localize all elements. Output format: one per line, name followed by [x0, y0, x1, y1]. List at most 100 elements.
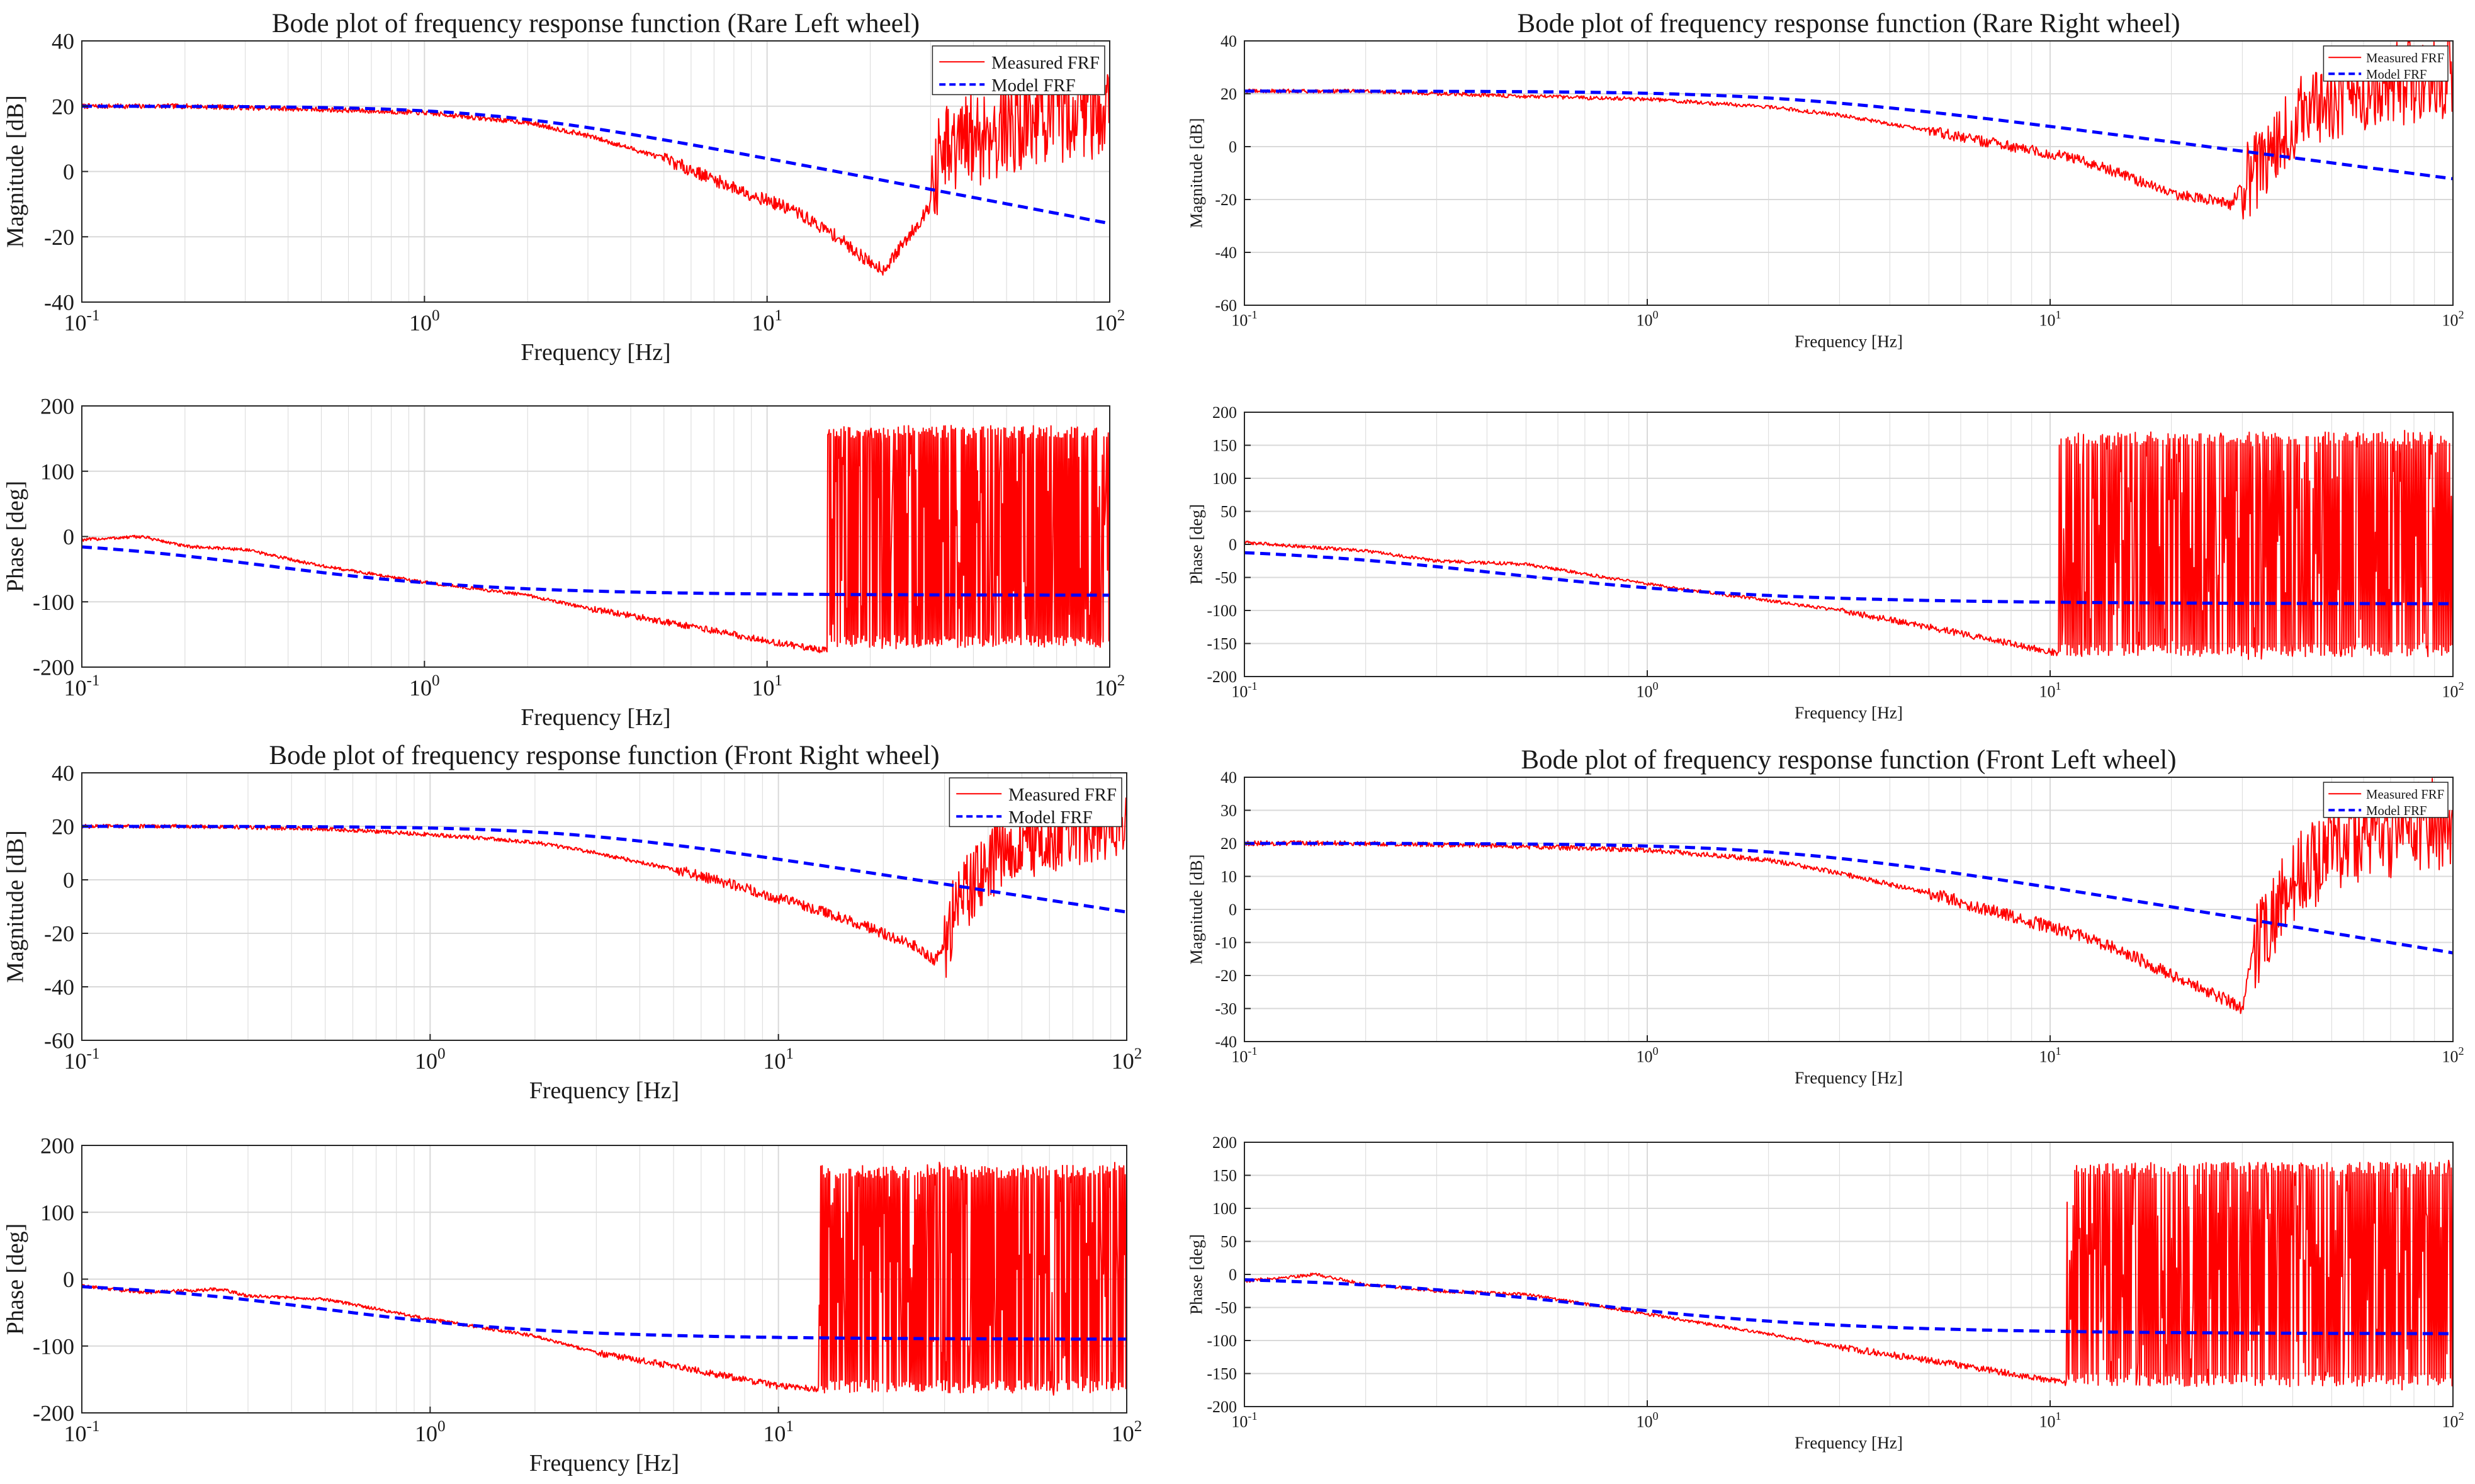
x-tick-label: 101	[2039, 680, 2061, 701]
x-tick-base: 10	[1231, 1413, 1248, 1431]
legend-entry: Measured FRF	[1008, 785, 1117, 805]
y-tick-label: 20	[52, 94, 74, 119]
x-tick-label: 10-1	[64, 1418, 100, 1446]
y-tick-label: -20	[44, 225, 74, 250]
chart-title: Bode plot of frequency response function…	[269, 741, 939, 770]
x-tick-exponent: 0	[1652, 1045, 1658, 1057]
y-tick-label: 20	[52, 814, 74, 840]
x-tick-label: 102	[1095, 672, 1125, 700]
series-group	[1244, 1159, 2453, 1391]
x-tick-base: 10	[2039, 683, 2055, 701]
measured-frf-line	[82, 425, 1110, 654]
series-group	[82, 425, 1110, 654]
x-tick-base: 10	[409, 675, 432, 700]
x-tick-exponent: 0	[432, 672, 440, 689]
y-tick-label: 20	[1221, 835, 1237, 853]
series-group	[82, 1161, 1127, 1396]
series-group	[1244, 778, 2453, 1015]
y-tick-label: 100	[1212, 469, 1237, 488]
x-tick-label: 100	[415, 1045, 446, 1074]
x-tick-label: 100	[1636, 1045, 1658, 1066]
y-tick-label: 40	[52, 761, 74, 786]
y-tick-label: 0	[63, 159, 74, 184]
x-tick-label: 102	[2442, 1045, 2464, 1066]
x-tick-exponent: 2	[1134, 1045, 1142, 1062]
y-tick-label: 200	[1212, 1133, 1237, 1152]
y-tick-label: -200	[33, 655, 74, 680]
x-tick-base: 10	[1636, 1048, 1652, 1066]
x-tick-label: 100	[1636, 1410, 1658, 1431]
y-tick-label: 0	[1229, 138, 1237, 156]
model-frf-line	[1244, 89, 2453, 181]
y-tick-label: -100	[1207, 1332, 1237, 1350]
x-tick-exponent: 0	[1652, 680, 1658, 692]
x-axis-label: Frequency [Hz]	[1795, 1433, 1903, 1452]
y-tick-label: 20	[1221, 85, 1237, 103]
y-tick-label: 40	[1221, 32, 1237, 50]
x-tick-label: 101	[752, 672, 782, 700]
plot-area	[1244, 41, 2453, 305]
series-group	[82, 57, 1110, 276]
legend-entry: Measured FRF	[2366, 787, 2444, 802]
legend-entry: Measured FRF	[2366, 51, 2444, 65]
x-tick-base: 10	[752, 310, 774, 335]
x-tick-label: 101	[2039, 1410, 2061, 1431]
x-tick-exponent: 1	[786, 1045, 794, 1062]
x-tick-exponent: 0	[437, 1418, 446, 1435]
model-frf-line	[82, 824, 1127, 914]
x-tick-exponent: 1	[2055, 680, 2061, 692]
x-tick-base: 10	[1112, 1421, 1134, 1446]
x-tick-base: 10	[1231, 683, 1248, 701]
x-tick-base: 10	[64, 675, 87, 700]
y-tick-label: -20	[44, 921, 74, 947]
x-tick-base: 10	[1636, 1413, 1652, 1431]
y-tick-label: -40	[44, 975, 74, 1000]
model-frf-line	[1244, 1278, 2453, 1335]
y-tick-label: 150	[1212, 1167, 1237, 1185]
legend: Measured FRF Model FRF	[2323, 45, 2449, 82]
y-tick-label: -40	[44, 290, 74, 315]
x-tick-label: 10-1	[64, 1045, 100, 1074]
model-frf-line	[1244, 551, 2453, 605]
measured-frf-line	[82, 1161, 1127, 1396]
x-tick-label: 101	[2039, 1045, 2061, 1066]
x-tick-label: 102	[2442, 680, 2464, 701]
y-tick-label: 200	[1212, 403, 1237, 422]
y-tick-label: 200	[40, 394, 74, 419]
x-tick-exponent: 0	[1652, 308, 1658, 321]
y-tick-label: -60	[44, 1028, 74, 1054]
x-tick-label: 100	[415, 1418, 446, 1446]
y-tick-label: -30	[1215, 1000, 1237, 1018]
series-group	[82, 790, 1127, 978]
chart-title: Bode plot of frequency response function…	[272, 9, 920, 38]
y-tick-label: 10	[1221, 868, 1237, 886]
y-tick-label: 100	[1212, 1200, 1237, 1218]
y-tick-label: -40	[1215, 1033, 1237, 1051]
x-tick-exponent: 2	[1134, 1418, 1142, 1435]
x-tick-label: 102	[1095, 307, 1125, 335]
y-tick-label: 200	[40, 1133, 74, 1159]
x-tick-base: 10	[763, 1048, 786, 1074]
x-tick-base: 10	[64, 1421, 87, 1446]
measured-frf-line	[1244, 430, 2453, 660]
y-tick-label: -100	[33, 590, 74, 615]
x-tick-base: 10	[2039, 1413, 2055, 1431]
legend: Measured FRF Model FRF	[2323, 782, 2449, 818]
x-tick-label: 10-1	[1231, 680, 1257, 701]
x-tick-label: 100	[1636, 308, 1658, 330]
y-axis-label: Phase [deg]	[2, 1223, 28, 1335]
x-tick-exponent: 1	[786, 1418, 794, 1435]
x-tick-base: 10	[2039, 312, 2055, 330]
legend-entry: Model FRF	[2366, 67, 2427, 82]
x-tick-base: 10	[2442, 312, 2458, 330]
x-axis-label: Frequency [Hz]	[521, 704, 670, 731]
x-tick-label: 102	[1112, 1045, 1142, 1074]
x-tick-exponent: 1	[2055, 1045, 2061, 1057]
y-tick-label: 50	[1221, 1233, 1237, 1251]
